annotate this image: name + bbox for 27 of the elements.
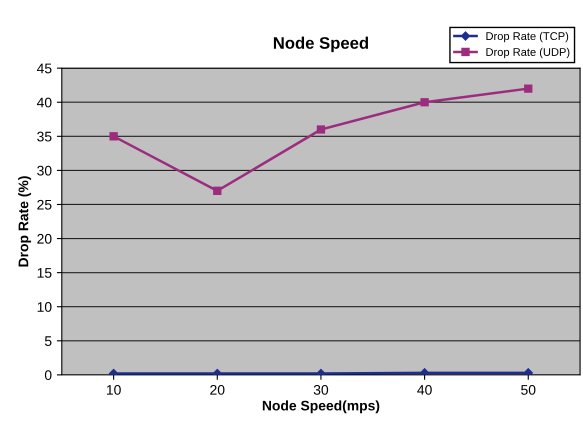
legend-label: Drop Rate (UDP) xyxy=(486,48,570,58)
point xyxy=(109,132,118,140)
x-tick-label: 20 xyxy=(210,384,224,395)
x-tick-label: 30 xyxy=(314,384,328,395)
point xyxy=(420,368,430,375)
y-tick-label: 20 xyxy=(37,234,52,244)
x-tick-label: 50 xyxy=(521,384,536,395)
x-tick-label: 10 xyxy=(106,384,121,395)
y-tick-label: 10 xyxy=(38,302,52,312)
legend-label: Drop Rate (TCP) xyxy=(486,32,568,42)
y-tick-label: 25 xyxy=(37,200,52,210)
x-tick-label: 40 xyxy=(417,384,432,395)
y-tick-label: 45 xyxy=(36,64,52,74)
point xyxy=(524,368,533,375)
point xyxy=(420,98,429,106)
point xyxy=(213,186,222,196)
y-tick-label: 5 xyxy=(44,336,52,346)
y-tick-label: 30 xyxy=(37,166,52,176)
y-tick-label: 40 xyxy=(36,98,52,108)
y-tick-label: 35 xyxy=(37,132,52,142)
y-tick-label: 15 xyxy=(38,268,52,278)
x-axis-title: Node Speed(mps) xyxy=(262,400,380,414)
chart-title: Node Speed xyxy=(274,36,368,52)
y-axis-title: Drop Rate (%) xyxy=(18,176,32,266)
y-tick-label: 0 xyxy=(44,370,52,380)
point xyxy=(316,125,326,134)
point xyxy=(524,84,532,93)
